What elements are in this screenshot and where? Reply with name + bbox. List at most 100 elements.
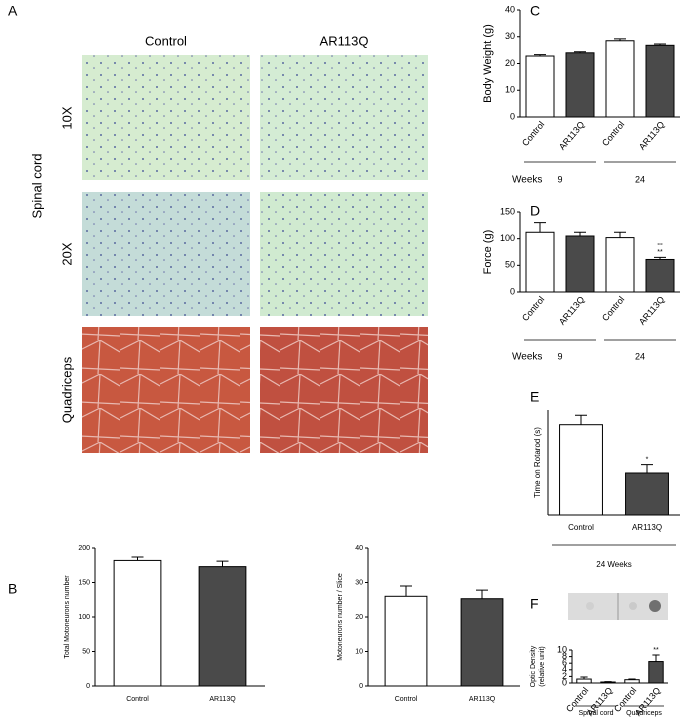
bar: [559, 424, 603, 516]
micrograph-texture: [82, 55, 250, 180]
y-tick-label: 8: [562, 651, 567, 661]
y-tick-label: 4: [562, 664, 567, 674]
column-label: Control: [145, 33, 187, 48]
y-tick-label: 0: [510, 111, 515, 121]
error-bar: [654, 43, 666, 46]
x-tick-label: AR113Q: [209, 696, 236, 703]
bar: [198, 566, 247, 687]
bar: [384, 595, 428, 687]
y-tick-label: 10: [557, 644, 567, 654]
error-bar: [580, 676, 588, 680]
micrograph-texture: [82, 192, 250, 316]
bar: [624, 679, 640, 684]
bar: [525, 55, 555, 118]
bar: [605, 40, 635, 118]
x-tick-label: AR113Q: [557, 119, 586, 151]
micrograph-texture: [260, 192, 428, 316]
x-tick-label: AR113Q: [637, 119, 666, 151]
error-bar: [216, 560, 229, 567]
annotation: *: [646, 456, 649, 463]
bar: [576, 678, 592, 684]
row-group-label: Spinal cord: [29, 153, 44, 218]
y-tick-label: 150: [78, 579, 90, 586]
group-label: 9: [557, 351, 562, 361]
group-title: Weeks: [512, 352, 542, 363]
group-label: Spinal cord: [578, 710, 613, 717]
micrograph-texture: [82, 327, 250, 453]
annotation: **: [657, 249, 663, 256]
x-tick-label: Control: [520, 119, 546, 148]
error-bar: [534, 222, 546, 233]
y-tick-label: 20: [505, 58, 515, 68]
row-label: 20X: [59, 242, 74, 265]
y-axis-label: Optic Density: [530, 645, 537, 687]
y-tick-label: 50: [505, 260, 515, 270]
panel-label: C: [530, 3, 540, 19]
micrograph-texture: [260, 55, 428, 180]
error-bar: [534, 54, 546, 57]
error-bar: [652, 654, 660, 662]
dot-blot: [568, 593, 668, 620]
y-tick-label: 40: [505, 4, 515, 14]
micrograph-panel: A Control AR113Q 10X 20X Quadriceps Spin…: [8, 3, 428, 453]
panel-label: D: [530, 203, 540, 219]
error-bar: [628, 678, 636, 680]
y-tick-label: 200: [78, 545, 90, 552]
blot-spot: [629, 602, 637, 610]
micrograph-texture: [260, 327, 428, 453]
error-bar: [575, 414, 587, 425]
error-bar: [400, 585, 412, 597]
bar: [565, 52, 595, 118]
bar: [648, 661, 664, 684]
y-tick-label: 20: [355, 614, 363, 621]
bar: [565, 235, 595, 293]
y-axis-label: Time on Rotarod (s): [533, 427, 542, 498]
x-tick-label: Control: [568, 523, 594, 532]
error-bar: [614, 231, 626, 238]
x-tick-label: Control: [600, 294, 626, 323]
row-label: 10X: [59, 106, 74, 129]
group-label: 24: [635, 174, 645, 184]
error-bar: [574, 51, 586, 53]
y-tick-label: 30: [355, 579, 363, 586]
bar: [113, 559, 162, 687]
bar: [625, 472, 669, 516]
y-axis-label: Total Motoneurons number: [64, 575, 71, 659]
bar: [525, 231, 555, 293]
y-tick-label: 10: [505, 85, 515, 95]
y-axis-label: Body Weight (g): [482, 24, 494, 103]
error-bar: [574, 231, 586, 236]
y-tick-label: 0: [510, 286, 515, 296]
group-label: 24: [635, 351, 645, 361]
panel-label: B: [8, 581, 17, 597]
panel-label: A: [8, 3, 18, 19]
y-tick-label: 6: [562, 658, 567, 668]
row-label: Quadriceps: [59, 356, 74, 423]
error-bar: [131, 556, 144, 561]
blot-spot: [649, 600, 661, 612]
error-bar: [476, 589, 488, 599]
x-tick-label: Control: [600, 119, 626, 148]
y-axis-label: Motoneurons number / Slice: [337, 573, 344, 661]
group-label: 24 Weeks: [596, 560, 631, 569]
annotation: **: [653, 647, 659, 654]
x-tick-label: AR113Q: [637, 294, 666, 326]
panel-label: E: [530, 389, 539, 405]
y-tick-label: 150: [500, 206, 515, 216]
bar: [645, 258, 675, 293]
y-tick-label: 50: [82, 648, 90, 655]
error-bar: [614, 38, 626, 41]
y-tick-label: 40: [355, 545, 363, 552]
x-tick-label: AR113Q: [469, 696, 496, 703]
y-axis-label: (relative unit): [539, 646, 546, 686]
panel-label: F: [530, 596, 539, 612]
error-bar: [641, 464, 653, 473]
x-tick-label: AR113Q: [557, 294, 586, 326]
y-tick-label: 100: [78, 614, 90, 621]
bar: [645, 44, 675, 118]
group-title: Weeks: [512, 175, 542, 186]
y-tick-label: 0: [86, 683, 90, 690]
bar: [605, 237, 635, 293]
y-tick-label: 100: [500, 233, 515, 243]
